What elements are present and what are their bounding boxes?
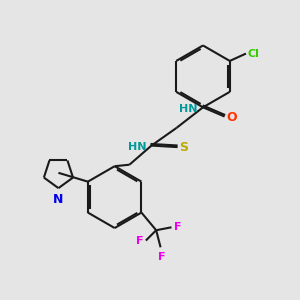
Text: HN: HN [179, 104, 197, 114]
Text: HN: HN [128, 142, 146, 152]
Text: Cl: Cl [248, 49, 260, 58]
Text: S: S [179, 141, 188, 154]
Text: F: F [174, 222, 181, 232]
Text: O: O [226, 111, 237, 124]
Text: F: F [136, 236, 143, 245]
Text: N: N [53, 194, 64, 206]
Text: F: F [158, 252, 166, 262]
